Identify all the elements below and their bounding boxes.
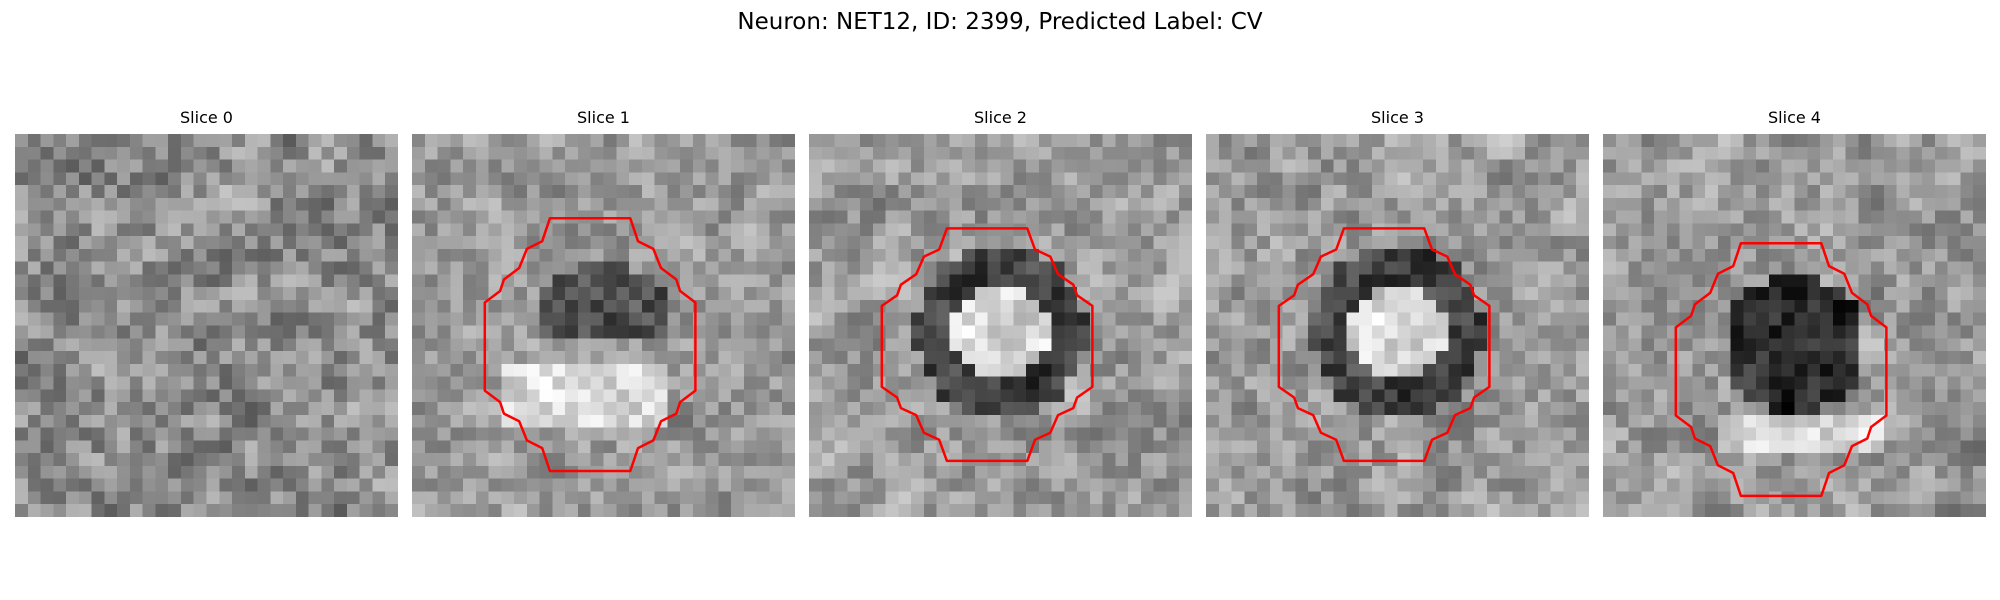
slice-title-2: Slice 2 [974,108,1027,127]
slice-image-3 [1206,134,1589,517]
slice-title-1: Slice 1 [577,108,630,127]
slice-panel-0: Slice 0 [15,108,398,517]
slice-image-0 [15,134,398,517]
figure-title: Neuron: NET12, ID: 2399, Predicted Label… [737,9,1263,35]
slice-panel-2: Slice 2 [809,108,1192,517]
slice-panel-4: Slice 4 [1603,108,1986,517]
slice-image-2 [809,134,1192,517]
roi-contour [483,217,697,473]
roi-contour [1674,241,1888,498]
slice-title-3: Slice 3 [1371,108,1424,127]
slice-panel-1: Slice 1 [412,108,795,517]
roi-contour [1277,227,1491,463]
roi-contour [880,227,1094,463]
slice-image-1 [412,134,795,517]
slice-image-4 [1603,134,1986,517]
slice-panel-3: Slice 3 [1206,108,1589,517]
slice-title-0: Slice 0 [180,108,233,127]
slice-title-4: Slice 4 [1768,108,1821,127]
